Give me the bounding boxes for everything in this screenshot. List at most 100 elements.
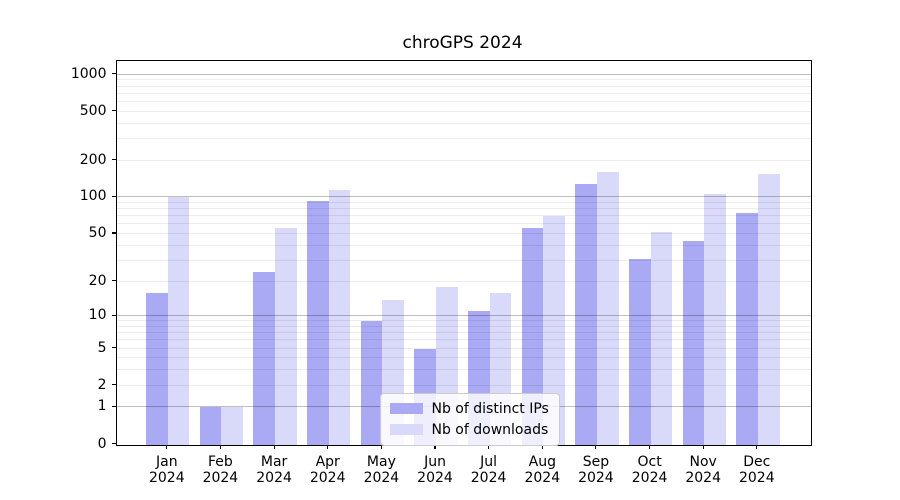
- bar-ips-mar: [253, 272, 276, 445]
- y-tick-label-100: 100: [79, 188, 107, 205]
- legend-item-distinct-ips: Nb of distinct IPs: [389, 400, 549, 417]
- legend-swatch-downloads: [389, 424, 423, 435]
- y-tick-mark-100: [111, 195, 116, 197]
- y-tick-mark-1: [111, 405, 116, 407]
- gridline-minor-600: [116, 100, 811, 102]
- bar-ips-apr: [307, 200, 329, 445]
- gridline-minor-700: [116, 92, 811, 94]
- x-tick-mark-oct: [649, 444, 651, 450]
- y-tick-label-50: 50: [88, 225, 107, 241]
- x-tick-label-mar: Mar 2024: [256, 453, 292, 486]
- gridline-minor-300: [116, 137, 811, 139]
- bar-ips-nov: [682, 240, 705, 445]
- y-tick-label-1: 1: [97, 398, 107, 415]
- x-tick-mark-feb: [219, 444, 221, 450]
- y-tick-mark-5: [111, 347, 116, 349]
- gridline-minor-40: [116, 244, 811, 246]
- gridline-minor-80: [116, 208, 811, 210]
- y-tick-mark-200: [111, 158, 116, 161]
- bar-downloads-aug: [543, 216, 565, 445]
- x-tick-label-aug: Aug 2024: [524, 453, 561, 486]
- x-tick-label-oct: Oct 2024: [631, 453, 668, 486]
- x-tick-label-may: May 2024: [363, 453, 400, 486]
- x-tick-mark-apr: [327, 444, 329, 450]
- gridline-minor-4: [116, 357, 811, 359]
- bar-ips-may: [360, 321, 383, 445]
- x-tick-label-nov: Nov 2024: [685, 453, 721, 486]
- chart-title: chroGPS 2024: [402, 33, 523, 53]
- bar-downloads-apr: [328, 190, 351, 445]
- x-tick-mark-jun: [434, 444, 436, 450]
- bar-ips-dec: [736, 212, 758, 445]
- gridline-minor-5: [116, 347, 811, 349]
- y-tick-mark-50: [111, 232, 116, 234]
- gridline-minor-60: [116, 223, 811, 225]
- x-tick-label-jul: Jul 2024: [470, 453, 507, 486]
- x-tick-label-jan: Jan 2024: [148, 453, 185, 486]
- bar-ips-sep: [575, 183, 597, 445]
- bar-ips-feb: [199, 407, 222, 445]
- y-tick-label-5: 5: [97, 339, 107, 356]
- gridline-minor-800: [116, 85, 811, 87]
- gridline-minor-50: [116, 233, 811, 234]
- gridline-minor-500: [116, 110, 811, 112]
- plot-area: Nb of distinct IPs Nb of downloads: [115, 59, 812, 446]
- x-tick-mark-may: [380, 444, 382, 450]
- y-tick-label-0: 0: [97, 435, 107, 452]
- x-tick-label-jun: Jun 2024: [417, 453, 453, 486]
- bar-downloads-jan: [167, 197, 190, 445]
- gridline-minor-900: [116, 79, 811, 81]
- gridline-minor-30: [116, 259, 811, 261]
- x-tick-mark-jan: [166, 444, 168, 450]
- bar-downloads-feb: [221, 407, 244, 445]
- y-tick-label-1000: 1000: [70, 65, 107, 82]
- x-tick-mark-aug: [541, 444, 543, 450]
- bar-downloads-nov: [704, 193, 726, 445]
- y-tick-label-200: 200: [79, 151, 107, 168]
- bar-downloads-sep: [596, 171, 619, 445]
- x-tick-mark-dec: [756, 444, 758, 450]
- gridline-minor-200: [116, 159, 811, 161]
- y-tick-mark-2: [111, 384, 116, 386]
- y-tick-mark-20: [111, 279, 116, 282]
- bar-ips-oct: [628, 258, 651, 445]
- x-tick-mark-sep: [595, 444, 597, 450]
- x-tick-label-feb: Feb 2024: [202, 453, 239, 486]
- x-tick-mark-nov: [702, 444, 704, 450]
- gridline-minor-90: [116, 202, 811, 203]
- legend-label-distinct-ips: Nb of distinct IPs: [431, 400, 549, 417]
- x-tick-label-apr: Apr 2024: [309, 453, 346, 486]
- y-tick-mark-0: [111, 442, 116, 445]
- bar-downloads-dec: [757, 173, 780, 445]
- gridline-major-100: [116, 196, 811, 198]
- y-tick-mark-500: [111, 110, 116, 112]
- gridline-major-10: [116, 315, 811, 317]
- bar-downloads-mar: [275, 228, 297, 445]
- y-tick-label-2: 2: [97, 376, 107, 393]
- y-tick-label-10: 10: [88, 307, 107, 324]
- x-tick-label-dec: Dec 2024: [738, 453, 775, 486]
- y-tick-label-20: 20: [88, 272, 107, 289]
- legend-swatch-distinct-ips: [389, 403, 423, 414]
- gridline-minor-8: [116, 325, 811, 327]
- gridline-minor-2: [116, 384, 811, 386]
- legend-label-downloads: Nb of downloads: [431, 421, 549, 438]
- gridline-major-1000: [116, 73, 811, 75]
- gridline-minor-400: [116, 122, 811, 124]
- gridline-minor-6: [116, 339, 811, 341]
- y-tick-label-500: 500: [79, 102, 107, 119]
- bar-ips-aug: [521, 228, 544, 445]
- legend: Nb of distinct IPs Nb of downloads: [379, 392, 560, 446]
- legend-item-downloads: Nb of downloads: [389, 421, 549, 438]
- y-tick-mark-1000: [111, 72, 116, 75]
- x-tick-mark-jul: [488, 444, 490, 450]
- y-tick-mark-10: [111, 314, 116, 316]
- gridline-minor-3: [116, 369, 811, 371]
- gridline-minor-7: [116, 332, 811, 334]
- gridline-minor-70: [116, 215, 811, 217]
- x-tick-mark-mar: [273, 444, 275, 450]
- gridline-minor-9: [116, 320, 811, 322]
- bar-downloads-oct: [650, 231, 673, 445]
- x-tick-label-sep: Sep 2024: [578, 453, 614, 486]
